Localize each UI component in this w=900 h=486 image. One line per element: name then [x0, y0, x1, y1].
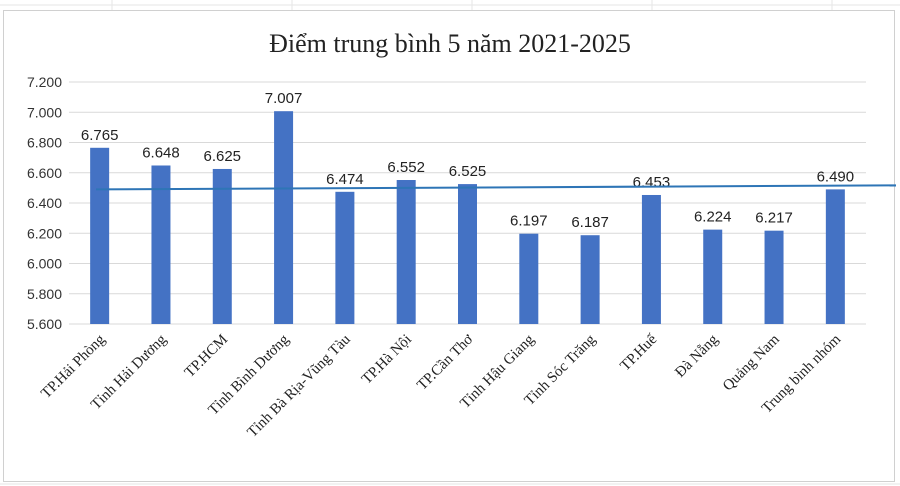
y-tick-label: 6.000	[27, 256, 62, 272]
y-tick-label: 6.600	[27, 165, 62, 181]
x-tick-label: Tỉnh Bà Rịa-Vũng Tàu	[244, 331, 354, 441]
bar	[396, 180, 416, 324]
y-tick-label: 6.800	[27, 135, 62, 151]
bar	[274, 111, 294, 324]
bar	[825, 189, 845, 324]
chart-frame[interactable]: Điểm trung bình 5 năm 2021-2025 5.600 5.8…	[3, 10, 896, 482]
data-label: 6.765	[81, 127, 119, 144]
average-reference-line	[95, 184, 896, 191]
bar	[519, 233, 539, 324]
x-tick-label: TP.HCM	[182, 332, 231, 381]
bar	[335, 191, 355, 324]
y-tick-label: 5.800	[27, 286, 62, 302]
bar	[90, 147, 110, 324]
x-tick-label: TP.Huế	[617, 331, 660, 374]
data-label: 6.648	[142, 144, 180, 161]
data-label: 6.525	[449, 163, 487, 180]
x-tick-label: TP.Hà Nội	[359, 332, 415, 388]
x-tick-label: Đà Nẵng	[672, 331, 722, 381]
data-label: 7.007	[265, 90, 303, 107]
bar-chart: 5.600 5.800 6.000 6.200 6.400 6.600 6.800 7.000…	[27, 74, 896, 441]
data-label: 6.224	[694, 209, 732, 226]
y-tick-label: 7.000	[27, 104, 62, 120]
x-tick-label: TP.Cần Thơ	[414, 331, 477, 394]
data-label: 6.552	[387, 159, 425, 176]
bar	[703, 229, 723, 324]
data-label: 6.625	[203, 148, 241, 165]
y-tick-label: 6.400	[27, 195, 62, 211]
y-tick-label: 7.200	[27, 74, 62, 90]
bar	[458, 184, 477, 324]
y-tick-label: 5.600	[27, 316, 62, 332]
bar	[212, 168, 232, 324]
y-tick-label: 6.200	[27, 225, 62, 241]
bar	[580, 235, 600, 324]
data-label: 6.197	[510, 213, 548, 230]
bar	[151, 165, 171, 324]
chart-title: Điểm trung bình 5 năm 2021-2025	[269, 29, 631, 58]
data-label: 6.453	[633, 174, 671, 191]
bar	[764, 230, 784, 324]
x-tick-label: Quảng Nam	[720, 331, 783, 394]
data-label: 6.217	[755, 210, 793, 227]
data-label: 6.490	[817, 168, 855, 185]
bar	[641, 194, 661, 324]
data-label: 6.474	[326, 171, 364, 188]
data-label: 6.187	[571, 214, 609, 231]
